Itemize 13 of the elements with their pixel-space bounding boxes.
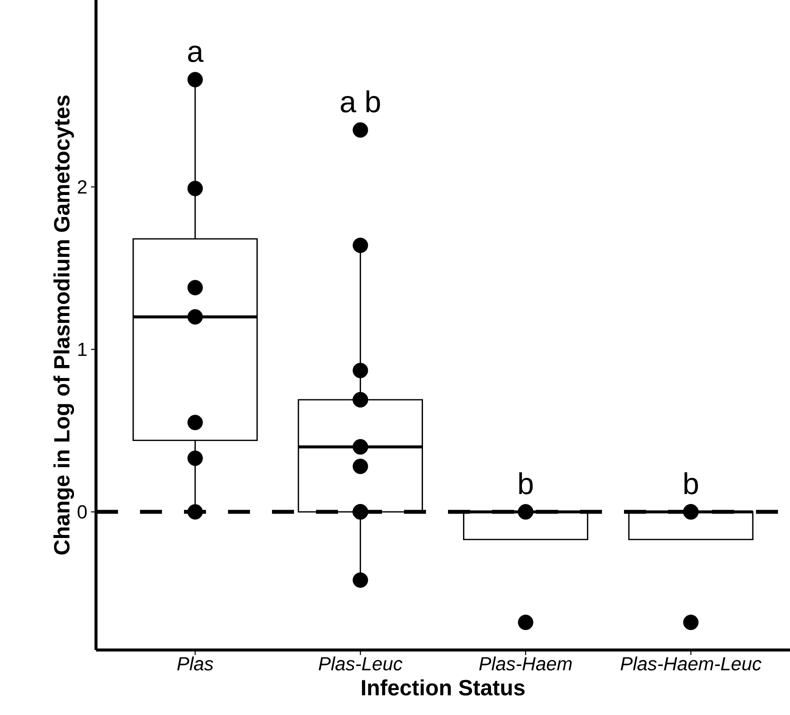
y-tick-label: 0 [78, 505, 87, 519]
annotation: a b [340, 90, 380, 112]
x-tick-label: Plas-Haem-Leuc [620, 656, 762, 670]
annotation: b [519, 472, 533, 494]
x-tick-label: Plas [177, 656, 214, 670]
x-axis-title: Infection Status [362, 679, 525, 696]
y-tick-label: 1 [78, 342, 87, 356]
annotation: b [684, 472, 698, 494]
y-axis-title: Change in Log of Plasmodium Gametocytes [53, 95, 74, 554]
y-tick-label: 2 [78, 180, 87, 194]
x-tick-label: Plas-Haem [479, 656, 572, 670]
annotation: a [188, 46, 204, 62]
x-tick-label: Plas-Leuc [318, 656, 402, 670]
